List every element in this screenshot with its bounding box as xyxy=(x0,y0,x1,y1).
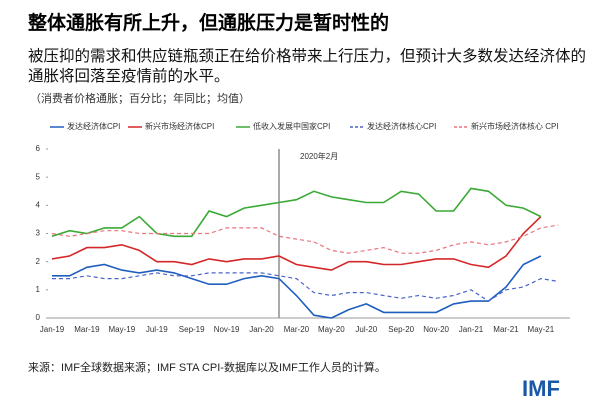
y-tick-label: 1 xyxy=(36,285,41,294)
legend-label: 发达经济体核心CPI xyxy=(367,121,436,131)
x-tick-label: Mar-20 xyxy=(284,325,310,334)
annotation: 2020年2月 xyxy=(300,151,338,161)
series-line xyxy=(51,216,542,271)
legend-label: 低收入发展中国家CPI xyxy=(253,121,330,131)
subtitle: 被压抑的需求和供应链瓶颈正在给价格带来上行压力，但预计大多数发达经济体的通胀将回… xyxy=(28,48,587,85)
x-tick-label: Nov-19 xyxy=(214,325,240,334)
x-tick-label: May-20 xyxy=(318,325,345,334)
x-tick-label: Jul-20 xyxy=(355,325,377,334)
y-tick-label: 4 xyxy=(36,200,41,209)
legend-label: 新兴市场经济体核心 CPI xyxy=(471,121,559,131)
x-tick-label: Jul-19 xyxy=(146,325,168,334)
x-tick-label: Jan-19 xyxy=(40,325,65,334)
legend-label: 新兴市场经济体CPI xyxy=(145,121,214,131)
series-line xyxy=(51,224,559,254)
x-tick-label: Jan-20 xyxy=(249,325,274,334)
logo: IMF xyxy=(522,376,560,401)
y-tick-label: 0 xyxy=(36,313,41,322)
x-tick-label: Mar-19 xyxy=(74,325,100,334)
x-tick-label: May-21 xyxy=(528,325,555,334)
source: 来源：IMF全球数据来源；IMF STA CPI-数据库以及IMF工作人员的计算… xyxy=(28,360,386,374)
x-tick-label: Nov-20 xyxy=(423,325,449,334)
legend-label: 发达经济体CPI xyxy=(67,121,120,131)
note: （消费者价格通胀；百分比；年同比；均值） xyxy=(30,91,250,105)
y-tick-label: 2 xyxy=(36,257,41,266)
x-tick-label: Jan-21 xyxy=(459,325,484,334)
chart-title: 整体通胀有所上升，但通胀压力是暂时性的 xyxy=(28,11,389,34)
y-tick-label: 3 xyxy=(36,229,41,238)
subtitle-box: 被压抑的需求和供应链瓶颈正在给价格带来上行压力，但预计大多数发达经济体的通胀将回… xyxy=(28,48,587,85)
y-tick-label: 5 xyxy=(36,172,41,181)
y-tick-label: 6 xyxy=(36,144,41,153)
series-line xyxy=(52,272,559,302)
x-tick-label: Sep-19 xyxy=(179,325,205,334)
series-line xyxy=(51,187,542,238)
series-line xyxy=(52,255,542,319)
x-tick-label: May-19 xyxy=(108,325,135,334)
x-tick-label: Sep-20 xyxy=(388,325,414,334)
x-tick-label: Mar-21 xyxy=(493,325,519,334)
